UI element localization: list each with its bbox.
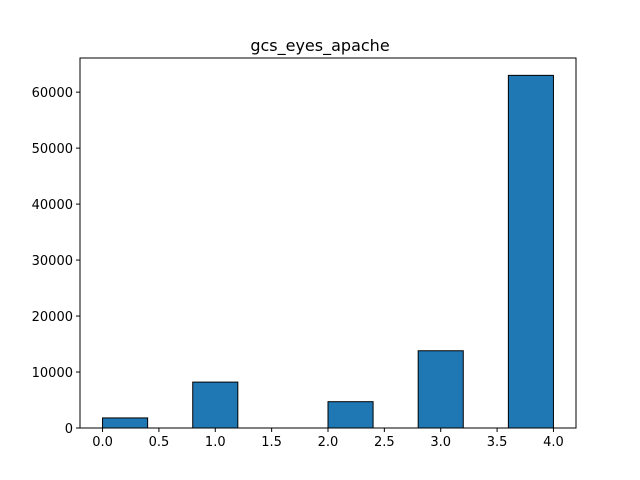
x-tick-label-2: 1.0 xyxy=(205,435,226,450)
x-tick-label-7: 3.5 xyxy=(487,435,508,450)
chart-title: gcs_eyes_apache xyxy=(250,36,389,56)
x-axis: 0.0 0.5 1.0 1.5 2.0 2.5 3.0 3.5 4.0 xyxy=(92,428,564,450)
histogram-bar-7 xyxy=(417,350,464,429)
bars-group xyxy=(102,74,554,429)
y-axis: 0 10000 20000 30000 40000 50000 60000 xyxy=(32,86,80,437)
x-tick-label-8: 4.0 xyxy=(543,435,564,450)
x-tick-label-6: 3.0 xyxy=(430,435,451,450)
y-tick-label-2: 20000 xyxy=(32,310,73,325)
histogram-bar-0 xyxy=(102,417,149,429)
y-tick-label-5: 50000 xyxy=(32,142,73,157)
y-tick-label-6: 60000 xyxy=(32,86,73,101)
plot-frame xyxy=(79,57,577,429)
x-tick-label-0: 0.0 xyxy=(92,435,113,450)
y-tick-label-0: 0 xyxy=(65,422,73,437)
x-tick-label-3: 1.5 xyxy=(261,435,282,450)
y-tick-label-3: 30000 xyxy=(32,254,73,269)
x-tick-label-5: 2.5 xyxy=(374,435,395,450)
x-tick-label-1: 0.5 xyxy=(149,435,170,450)
histogram-bar-5 xyxy=(327,401,374,429)
histogram-bar-2 xyxy=(192,381,239,429)
x-tick-label-4: 2.0 xyxy=(318,435,339,450)
y-tick-label-1: 10000 xyxy=(32,366,73,381)
histogram-bar-9 xyxy=(507,74,554,429)
y-tick-label-4: 40000 xyxy=(32,198,73,213)
